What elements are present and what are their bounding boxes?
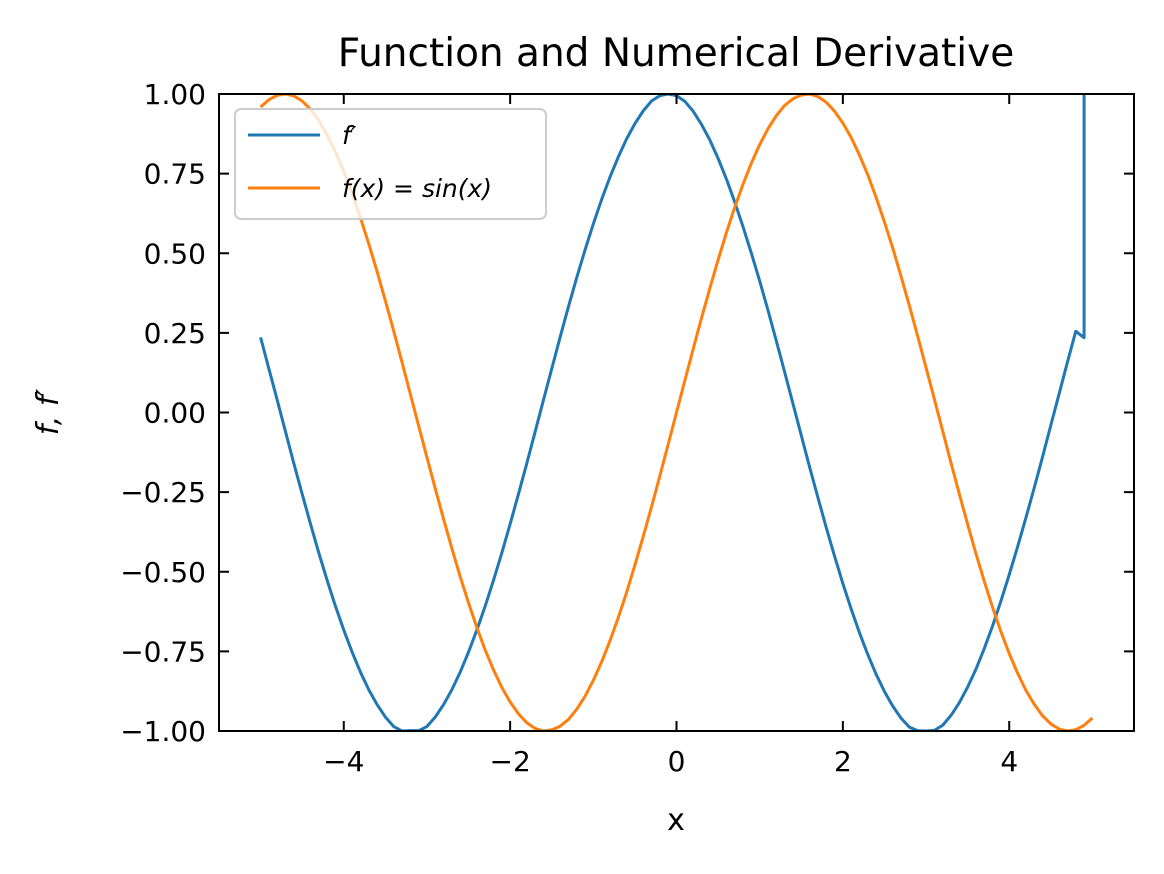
y-axis: −1.00 −0.75 −0.50 −0.25 0.00 0.25 0.50 0.75 1.00 (120, 78, 1134, 748)
y-tick-label: −1.00 (120, 715, 206, 748)
y-axis-label: f, f′ (31, 389, 66, 436)
legend-label-derivative: f′ (342, 121, 357, 150)
x-tick-label: 2 (834, 745, 852, 778)
y-tick-label: −0.75 (120, 635, 206, 668)
y-tick-label: −0.50 (120, 556, 206, 589)
y-tick-label: 0.25 (144, 317, 206, 350)
x-tick-label: −2 (489, 745, 530, 778)
x-tick-label: −4 (323, 745, 364, 778)
legend-label-function: f(x) = sin(x) (342, 174, 492, 203)
x-axis-label: x (667, 803, 685, 838)
y-tick-label: 0.50 (144, 237, 206, 270)
legend: f′ f(x) = sin(x) (234, 108, 547, 220)
x-axis: −4 −2 0 2 4 (323, 94, 1018, 778)
y-tick-label: −0.25 (120, 476, 206, 509)
x-tick-label: 0 (668, 745, 686, 778)
y-tick-label: 1.00 (144, 78, 206, 111)
y-tick-label: 0.75 (144, 158, 206, 191)
series-line-function (259, 94, 1094, 731)
chart-title: Function and Numerical Derivative (338, 31, 1014, 76)
x-tick-label: 4 (1000, 745, 1018, 778)
y-tick-label: 0.00 (144, 397, 206, 430)
